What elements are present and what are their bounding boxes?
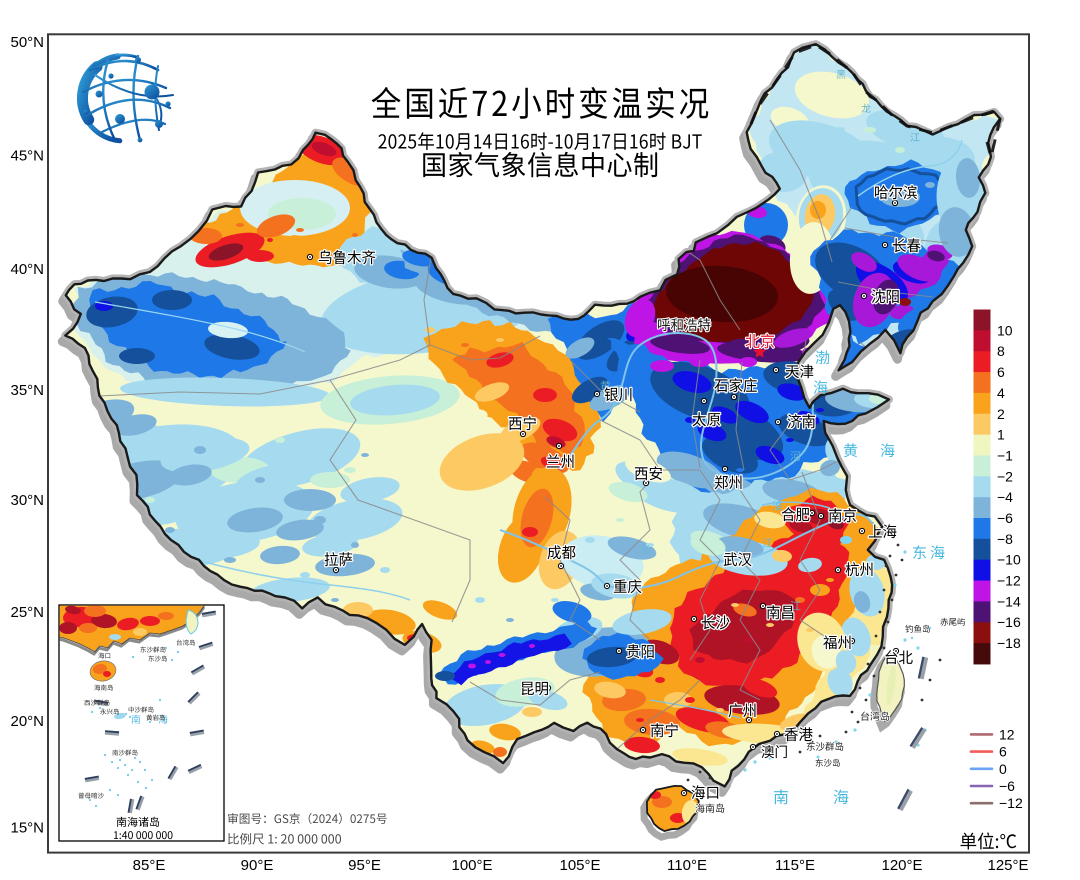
svg-text:2: 2 bbox=[997, 406, 1005, 422]
svg-text:90°E: 90°E bbox=[241, 857, 274, 874]
svg-text:25°N: 25°N bbox=[10, 604, 44, 621]
svg-text:105°E: 105°E bbox=[559, 857, 600, 874]
svg-text:−2: −2 bbox=[997, 468, 1013, 484]
svg-text:−4: −4 bbox=[997, 489, 1013, 505]
svg-text:−1: −1 bbox=[997, 448, 1013, 464]
svg-text:−12: −12 bbox=[997, 573, 1021, 589]
svg-text:120°E: 120°E bbox=[881, 857, 922, 874]
svg-text:35°N: 35°N bbox=[10, 382, 44, 399]
svg-text:95°E: 95°E bbox=[348, 857, 381, 874]
svg-text:8: 8 bbox=[997, 343, 1005, 359]
svg-text:30°N: 30°N bbox=[10, 492, 44, 509]
svg-text:115°E: 115°E bbox=[775, 857, 815, 874]
svg-text:1: 1 bbox=[997, 427, 1005, 443]
svg-text:4: 4 bbox=[997, 385, 1005, 401]
svg-text:−6: −6 bbox=[999, 778, 1015, 794]
svg-text:−8: −8 bbox=[997, 531, 1013, 547]
svg-text:85°E: 85°E bbox=[133, 857, 166, 874]
svg-text:40°N: 40°N bbox=[10, 261, 44, 278]
svg-text:100°E: 100°E bbox=[451, 857, 492, 874]
svg-text:0: 0 bbox=[999, 761, 1007, 777]
svg-text:−16: −16 bbox=[997, 614, 1021, 630]
svg-text:50°N: 50°N bbox=[10, 34, 44, 51]
svg-text:45°N: 45°N bbox=[10, 148, 44, 165]
svg-text:10: 10 bbox=[997, 322, 1013, 338]
svg-text:6: 6 bbox=[999, 744, 1007, 760]
svg-text:−10: −10 bbox=[997, 552, 1021, 568]
svg-text:110°E: 110°E bbox=[667, 857, 707, 874]
svg-text:−14: −14 bbox=[997, 593, 1021, 609]
svg-text:−18: −18 bbox=[997, 635, 1021, 651]
svg-text:15°N: 15°N bbox=[10, 820, 44, 837]
svg-text:−6: −6 bbox=[997, 510, 1013, 526]
svg-text:6: 6 bbox=[997, 364, 1005, 380]
svg-text:12: 12 bbox=[999, 726, 1015, 742]
svg-text:125°E: 125°E bbox=[987, 857, 1028, 874]
svg-text:20°N: 20°N bbox=[10, 713, 44, 730]
svg-text:−12: −12 bbox=[999, 795, 1023, 811]
